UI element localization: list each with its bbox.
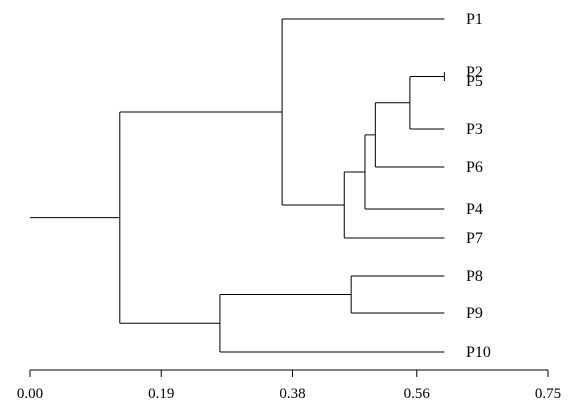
x-axis: 0.00 0.19 0.38 0.56 0.75 bbox=[17, 369, 561, 402]
leaf-label-p4: P4 bbox=[466, 201, 483, 218]
leaf-label-p10: P10 bbox=[466, 344, 491, 361]
x-tick-label-1: 0.19 bbox=[148, 386, 174, 402]
x-tick-label-2: 0.38 bbox=[279, 386, 305, 402]
leaf-label-p2: P2 bbox=[466, 64, 483, 81]
leaf-label-p8: P8 bbox=[466, 268, 483, 285]
x-tick-label-0: 0.00 bbox=[17, 386, 43, 402]
leaf-label-p1: P1 bbox=[466, 11, 483, 28]
leaf-label-p9: P9 bbox=[466, 305, 483, 322]
x-tick-label-3: 0.56 bbox=[404, 386, 431, 402]
leaf-label-p3: P3 bbox=[466, 121, 483, 138]
leaf-label-p7: P7 bbox=[466, 230, 483, 247]
leaf-label-p5: P5 bbox=[466, 73, 483, 90]
leaf-label-p6: P6 bbox=[466, 159, 483, 176]
x-tick-label-4: 0.75 bbox=[535, 386, 561, 402]
dendrogram-branches bbox=[30, 18, 445, 353]
